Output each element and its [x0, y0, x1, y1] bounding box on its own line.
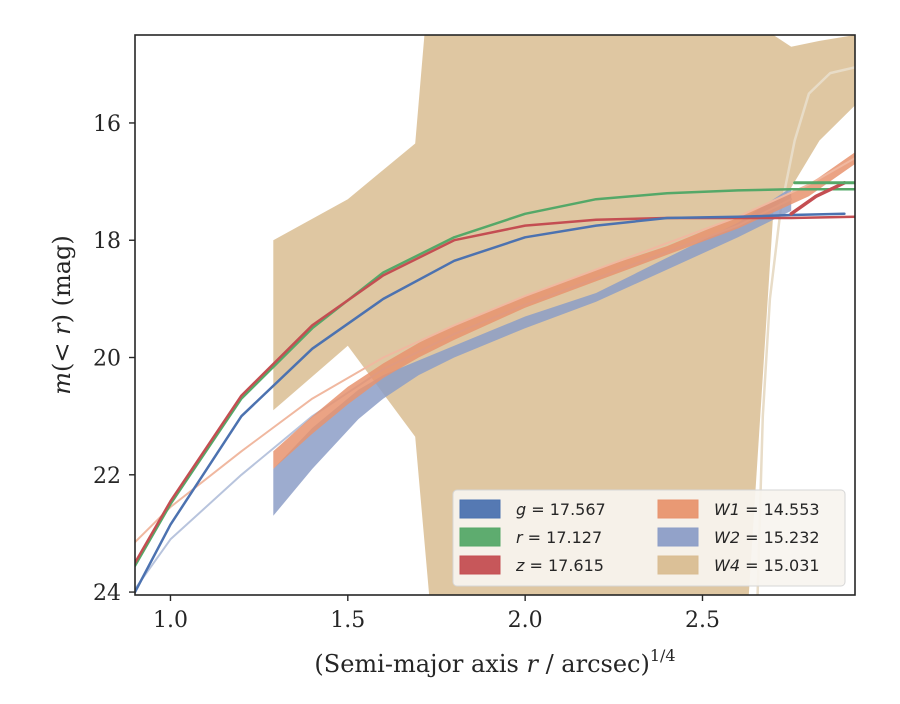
legend-swatch-g	[459, 499, 501, 519]
x-axis: 1.0 1.5 2.0 2.5	[153, 595, 720, 633]
band-w1	[273, 152, 855, 469]
line-r	[135, 187, 855, 567]
legend-label-g: g = 17.567	[516, 500, 606, 519]
x-axis-title: (Semi-major axis r / arcsec)1/4	[314, 646, 675, 678]
plot-area	[135, 35, 855, 595]
x-tick-label: 2.0	[508, 608, 543, 633]
y-tick-label: 16	[93, 112, 121, 137]
legend-swatch-w2	[657, 527, 699, 547]
line-z-end	[789, 181, 847, 216]
legend-label-w4: W4 = 15.031	[714, 556, 820, 575]
legend-box	[452, 489, 846, 587]
y-axis: 16 18 20 22 24	[93, 112, 135, 606]
legend: g = 17.567 r = 17.127 z = 17.615 W1 = 14.55…	[452, 489, 846, 587]
legend-label-z: z = 17.615	[515, 556, 604, 575]
y-tick-label: 22	[93, 464, 121, 489]
y-tick-label: 24	[93, 581, 121, 606]
line-w1	[135, 157, 855, 544]
line-g	[135, 212, 846, 594]
y-tick-label: 20	[93, 347, 121, 372]
legend-swatch-z	[459, 555, 501, 575]
legend-label-r: r = 17.127	[516, 528, 602, 547]
x-tick-label: 1.5	[330, 608, 365, 633]
band-w2	[273, 187, 792, 516]
legend-label-w2: W2 = 15.232	[714, 528, 820, 547]
legend-swatch-r	[459, 527, 501, 547]
plot-frame	[134, 34, 856, 596]
line-w4-inner	[756, 66, 855, 595]
legend-label-w1: W1 = 14.553	[714, 500, 820, 519]
band-w4	[273, 35, 855, 595]
legend-swatch-w1	[657, 499, 699, 519]
x-tick-label: 1.0	[153, 608, 188, 633]
legend-swatch-w4	[657, 555, 699, 575]
y-tick-label: 18	[93, 229, 121, 254]
x-tick-label: 2.5	[685, 608, 720, 633]
line-z	[135, 215, 855, 564]
y-axis-title: m(< r) (mag)	[48, 235, 76, 395]
